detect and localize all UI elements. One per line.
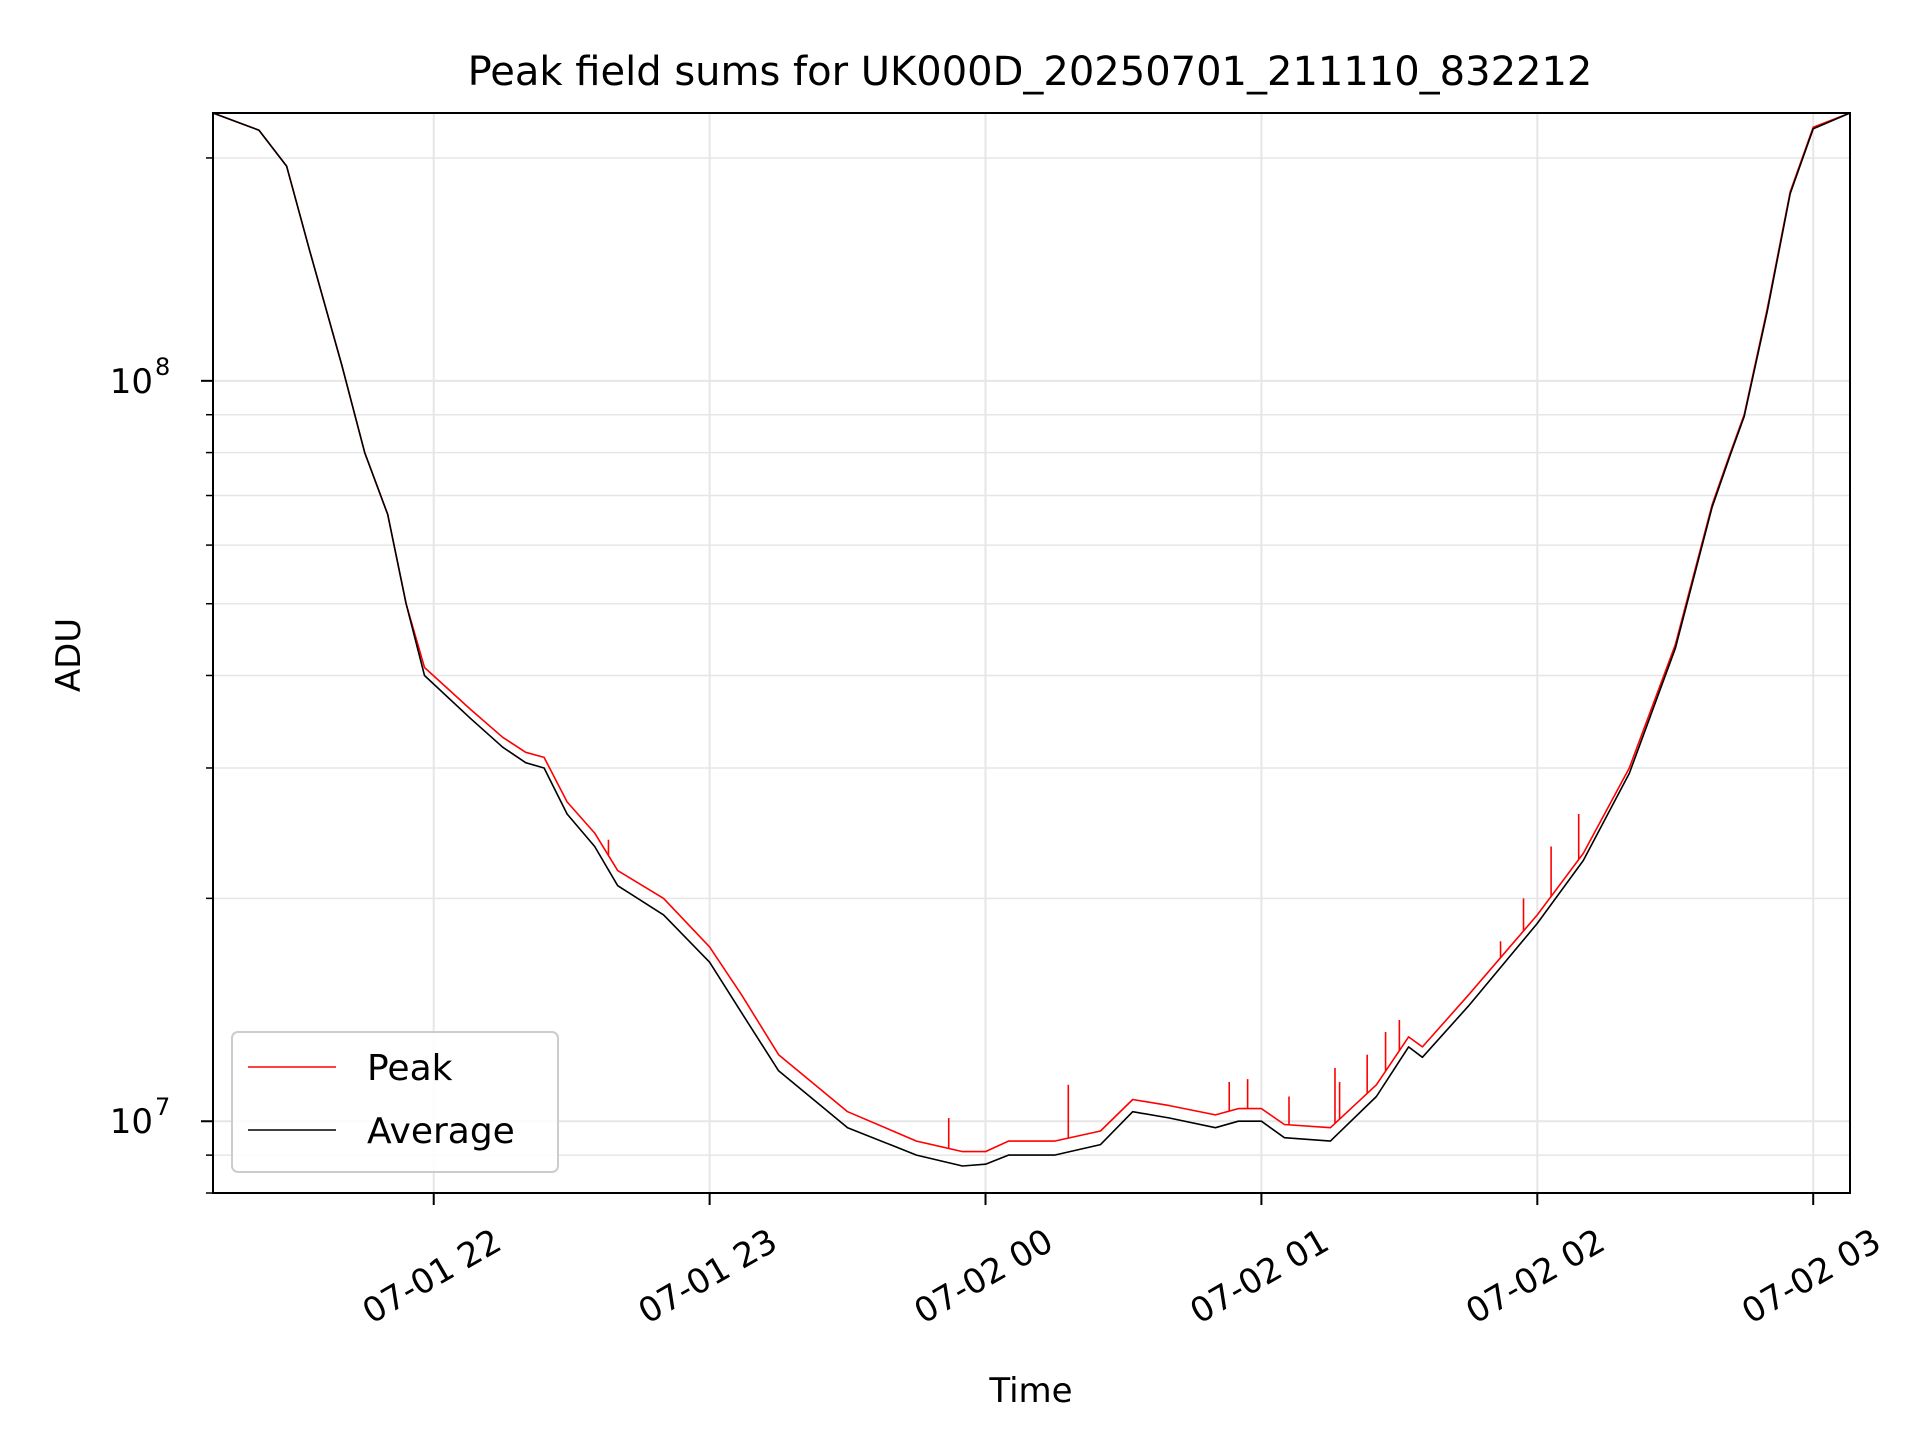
grid-minor <box>213 157 1850 1194</box>
grid-major <box>213 113 1850 1193</box>
y-axis-label: ADU <box>49 618 89 692</box>
chart-title: Peak field sums for UK000D_20250701_2111… <box>468 49 1593 95</box>
series-line-peak <box>212 112 1851 1153</box>
y-tick-exponent: 7 <box>155 1093 170 1121</box>
series-layer <box>212 112 1851 1167</box>
series-line-average <box>212 112 1851 1167</box>
y-tick-exponent: 8 <box>155 353 170 381</box>
legend: Peak Average <box>231 1031 559 1173</box>
x-axis-label: Time <box>988 1371 1072 1411</box>
plot-frame <box>212 112 1851 1194</box>
legend-label-peak: Peak <box>367 1048 453 1089</box>
y-tick-label: 10 <box>110 1102 153 1142</box>
y-tick-label: 10 <box>110 362 153 402</box>
plot-area <box>213 113 1850 1193</box>
legend-label-average: Average <box>367 1111 515 1152</box>
